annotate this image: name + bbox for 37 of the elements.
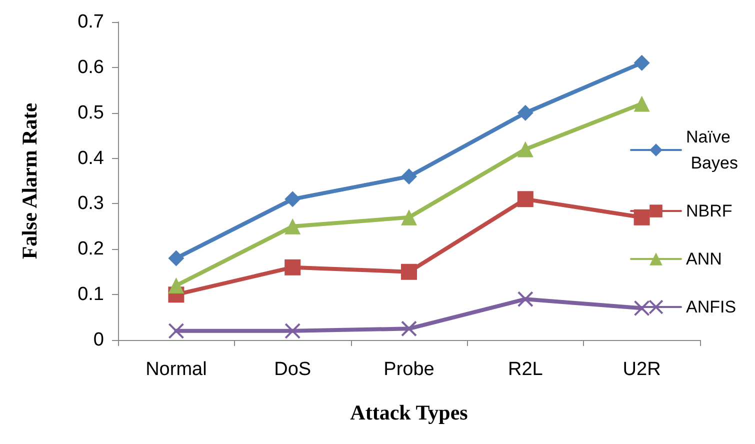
point bbox=[168, 277, 184, 294]
legend-label: ANFIS bbox=[686, 298, 736, 316]
point bbox=[634, 300, 650, 316]
y-tick-label: 0.1 bbox=[78, 284, 104, 306]
point bbox=[401, 168, 417, 184]
x-tick-label: DoS bbox=[274, 359, 312, 380]
legend-label: Naïve Bayes bbox=[686, 128, 738, 172]
point bbox=[168, 322, 184, 339]
point bbox=[284, 218, 301, 234]
y-tick-label: 0 bbox=[93, 330, 104, 350]
y-axis-title: False Alarm Rate bbox=[18, 102, 42, 260]
point bbox=[284, 259, 301, 276]
point bbox=[284, 322, 301, 339]
y-tick-label: 0.4 bbox=[78, 148, 104, 169]
point bbox=[401, 264, 417, 280]
x-tick-label: R2L bbox=[508, 359, 543, 380]
y-tick-label: 0.7 bbox=[78, 12, 104, 32]
point bbox=[401, 320, 417, 337]
point bbox=[634, 96, 650, 112]
y-tick-label: 0.2 bbox=[78, 238, 104, 260]
point bbox=[168, 250, 184, 266]
point bbox=[284, 191, 301, 208]
x-tick-label: Probe bbox=[384, 359, 434, 380]
point bbox=[634, 54, 650, 71]
x-tick-label: U2R bbox=[622, 359, 661, 380]
y-tick-label: 0.3 bbox=[78, 193, 104, 214]
y-tick-label: 0.5 bbox=[78, 102, 104, 124]
y-tick-label: 0.6 bbox=[78, 56, 104, 78]
point bbox=[401, 209, 417, 226]
point bbox=[517, 104, 534, 121]
point bbox=[517, 291, 534, 308]
point bbox=[517, 141, 534, 158]
x-axis-title: Attack Types bbox=[350, 400, 468, 424]
point bbox=[517, 191, 534, 208]
legend-label: NBRF bbox=[686, 202, 732, 220]
legend-label: ANN bbox=[686, 250, 722, 268]
x-tick-label: Normal bbox=[146, 359, 207, 380]
